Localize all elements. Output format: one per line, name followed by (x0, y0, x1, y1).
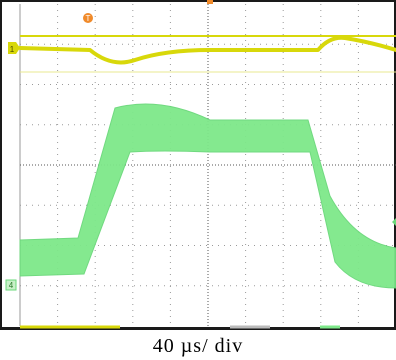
timebase-caption: 40 µs/ div (152, 335, 244, 357)
channel-1-ground-marker: 1 (8, 42, 20, 54)
trigger-marker: T (83, 13, 93, 23)
channel-2-marker-label: 4 (9, 281, 14, 290)
channel-2-offscreen-marker (392, 218, 396, 226)
channel-1-trace (18, 35, 396, 73)
channel-1-marker-label: 1 (10, 45, 15, 54)
trigger-marker-label: T (86, 14, 91, 23)
waveform-display: T 1 4 (5, 0, 396, 329)
graticule (19, 4, 396, 326)
channel-2-ground-marker: 4 (5, 279, 17, 291)
channel-2-trace (19, 103, 396, 289)
channel-1-waveform (18, 35, 396, 65)
trigger-position-tick (207, 0, 213, 4)
channel-2-waveform-band (19, 103, 396, 289)
